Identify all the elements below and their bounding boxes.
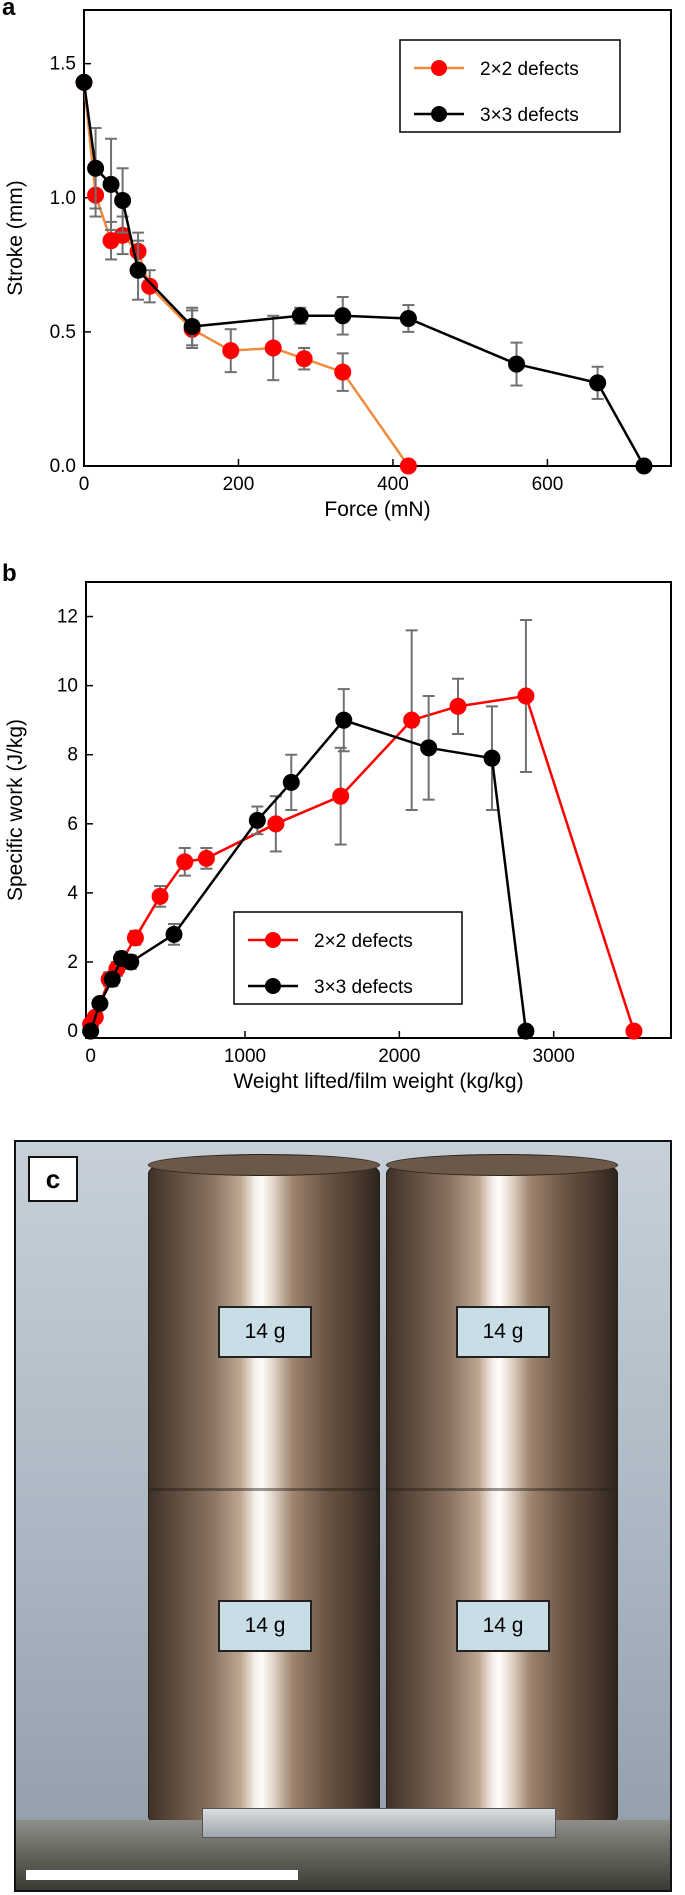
plot-frame [85,581,672,1039]
mass-label: 14 g [456,1306,550,1358]
y-tick-label: 0.0 [50,456,76,477]
data-point [517,687,535,705]
data-point [291,307,309,325]
panel-label-c: c [28,1156,78,1202]
data-point [295,350,313,368]
data-point [635,457,653,475]
legend-marker [431,60,447,76]
magnet-photo: 14 g 14 g 14 g 14 g c [14,1140,672,1892]
data-point [75,73,93,91]
y-tick-label: 0.5 [50,322,76,343]
data-point [197,849,215,867]
magnet-stack-left [148,1154,380,1826]
x-tick-label: 1000 [224,1046,266,1067]
y-tick-label: 6 [67,814,78,835]
x-axis-label: Weight lifted/film weight (kg/kg) [233,1070,523,1093]
x-tick-label: 200 [223,474,255,495]
data-point [264,339,282,357]
legend-label: 2×2 defects [480,59,579,80]
mass-label: 14 g [218,1600,312,1652]
legend-label: 2×2 defects [314,931,413,952]
data-point [176,853,194,871]
x-tick-label: 2000 [378,1046,420,1067]
y-tick-label: 2 [67,952,78,973]
data-point [399,309,417,327]
panel-label-b: b [2,560,17,587]
data-point [517,1022,535,1040]
data-point [589,374,607,392]
magnet-stack-right [386,1154,618,1826]
data-point [165,925,183,943]
data-point [87,159,105,177]
y-tick-label: 12 [57,607,78,628]
lcn-film [202,1808,556,1838]
x-tick-label: 600 [532,474,564,495]
data-point [334,307,352,325]
data-point [267,815,285,833]
data-point [483,749,501,767]
data-point [403,711,421,729]
legend-label: 3×3 defects [480,105,579,126]
series-line-1 [82,82,646,467]
y-tick-label: 0 [67,1021,78,1042]
data-point [399,457,417,475]
data-point [102,175,120,193]
x-tick-label: 0 [85,1046,96,1067]
data-point [114,191,132,209]
data-point [103,970,121,988]
plot-frame [83,9,672,467]
data-point [126,929,144,947]
data-point [222,342,240,360]
data-point [332,787,350,805]
chart-a: 0 200 400 600 0.0 0.5 1.0 1.5 Force (mN) Stroke (… [4,9,672,521]
data-point [82,1022,100,1040]
data-point [334,363,352,381]
data-point [420,739,438,757]
y-tick-label: 4 [67,883,78,904]
y-tick-label: 8 [67,745,78,766]
data-point [129,261,147,279]
data-point [122,953,140,971]
y-tick-label: 10 [57,676,78,697]
data-point [141,277,159,295]
scale-bar [26,1870,298,1880]
x-tick-label: 0 [79,474,90,495]
panel-label-a: a [2,0,16,21]
legend-marker [265,932,281,948]
data-point [282,773,300,791]
data-point [91,994,109,1012]
data-point [508,355,526,373]
y-tick-label: 1.0 [50,188,76,209]
x-tick-label: 400 [377,474,409,495]
data-point [183,318,201,336]
x-axis-label: Force (mN) [324,498,430,521]
data-point [449,697,467,715]
y-axis-label: Stroke (mm) [4,180,27,296]
mass-label: 14 g [218,1306,312,1358]
y-tick-label: 1.5 [50,54,76,75]
data-point [335,711,353,729]
legend-label: 3×3 defects [314,977,413,998]
data-point [248,811,266,829]
chart-b: 0 1000 2000 3000 0 2 4 6 8 10 12 Weight lifted/film… [4,581,672,1093]
y-axis-label: Specific work (J/kg) [4,719,27,901]
data-point [151,887,169,905]
mass-label: 14 g [456,1600,550,1652]
data-point [625,1022,643,1040]
x-tick-label: 3000 [533,1046,575,1067]
legend-marker [431,106,447,122]
legend-marker [265,978,281,994]
